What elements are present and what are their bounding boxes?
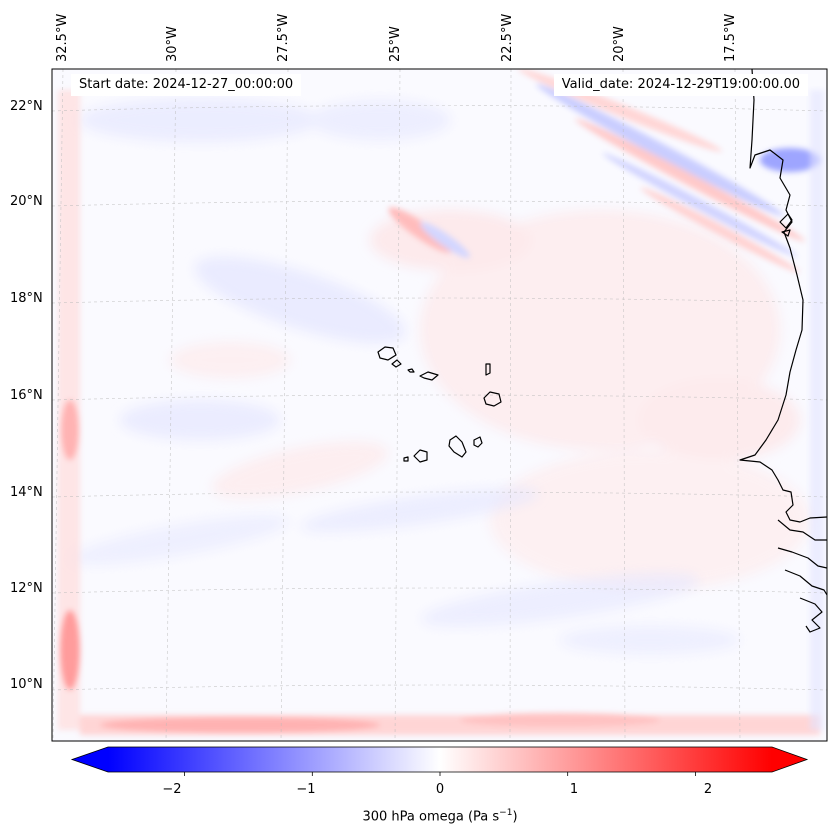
island-sao-nicolau xyxy=(407,368,439,381)
island-santo-antao xyxy=(377,346,397,361)
colorbar-extend-max xyxy=(772,747,807,772)
valid-date-banner: Valid_date: 2024-12-29T19:00:00.00 xyxy=(553,74,808,96)
lon-label: 20°W xyxy=(612,26,627,62)
colorbar-tick-label: −2 xyxy=(162,782,182,797)
colorbar-body xyxy=(108,747,772,772)
lon-label: 32.5°W xyxy=(55,13,70,62)
colorbar-tick-label: 0 xyxy=(435,782,445,797)
graticule xyxy=(52,69,827,741)
lat-label: 20°N xyxy=(10,194,43,209)
island-fogo xyxy=(413,449,428,463)
colorbar-extend-min xyxy=(72,747,108,772)
start-date-banner: Start date: 2024-12-27_00:00:00 xyxy=(71,74,302,96)
omega-field xyxy=(58,69,824,735)
cape-verde-islands xyxy=(377,346,502,463)
island-sal xyxy=(485,363,491,376)
colorbar-tick-label: −1 xyxy=(296,782,316,797)
colorbar-label: 300 hPa omega (Pa s−1) xyxy=(362,808,518,825)
africa-coastline xyxy=(739,69,827,523)
lat-label: 10°N xyxy=(10,677,43,692)
lat-label: 16°N xyxy=(10,388,43,403)
lon-label: 17.5°W xyxy=(723,13,738,62)
coastlines xyxy=(739,69,827,633)
colorbar-ticks xyxy=(184,772,696,776)
lon-label: 30°W xyxy=(165,26,180,62)
lat-label: 18°N xyxy=(10,291,43,306)
island-boa-vista xyxy=(483,391,502,407)
lon-label: 27.5°W xyxy=(276,13,291,62)
colorbar-outline xyxy=(70,746,809,773)
colorbar-tick-label: 1 xyxy=(569,782,579,797)
lon-label: 22.5°W xyxy=(500,13,515,62)
lon-label: 25°W xyxy=(388,26,403,62)
map-frame xyxy=(51,68,828,742)
lat-label: 12°N xyxy=(10,581,43,596)
island-maio xyxy=(473,436,483,448)
lat-label: 14°N xyxy=(10,485,43,500)
island-sao-vicente xyxy=(391,359,402,368)
island-brava xyxy=(403,456,409,462)
colorbar-tick-label: 2 xyxy=(703,782,713,797)
colorbar xyxy=(70,746,809,776)
island-santiago xyxy=(448,435,467,458)
lat-label: 22°N xyxy=(10,99,43,114)
